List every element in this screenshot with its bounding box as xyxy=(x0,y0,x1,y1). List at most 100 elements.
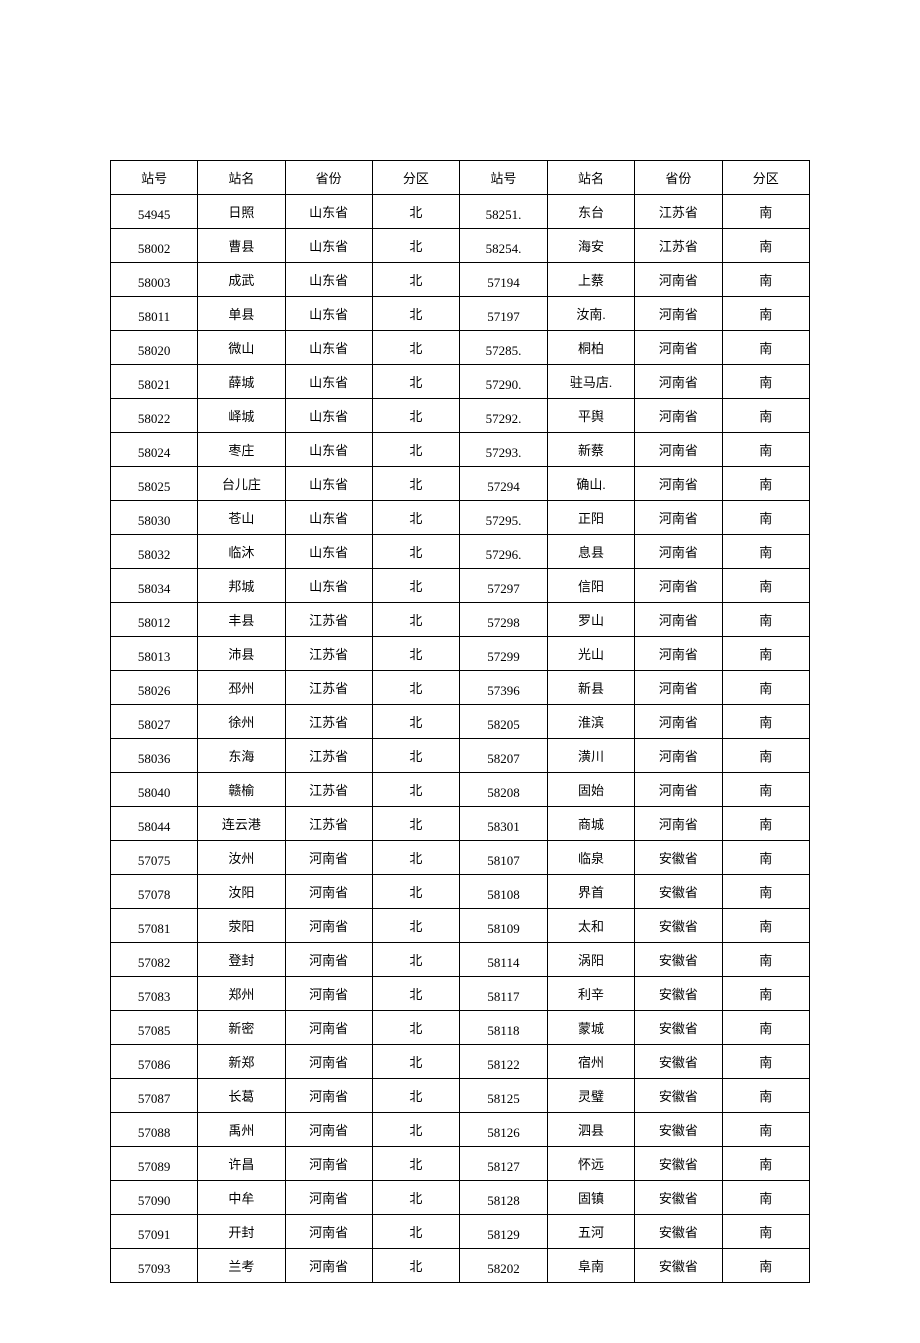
cell-province: 河南省 xyxy=(285,1181,372,1215)
cell-province: 江苏省 xyxy=(635,229,722,263)
table-row: 57194上蔡河南省南 xyxy=(460,263,810,297)
cell-zone: 南 xyxy=(722,229,809,263)
cell-station-id: 58128 xyxy=(460,1181,547,1215)
cell-station-name: 台儿庄 xyxy=(198,467,285,501)
cell-province: 河南省 xyxy=(635,297,722,331)
cell-province: 安徽省 xyxy=(635,943,722,977)
cell-station-name: 临泉 xyxy=(547,841,634,875)
cell-province: 河南省 xyxy=(635,331,722,365)
cell-zone: 南 xyxy=(722,1215,809,1249)
cell-station-name: 五河 xyxy=(547,1215,634,1249)
cell-station-id: 57296. xyxy=(460,535,547,569)
cell-station-id: 58040 xyxy=(111,773,198,807)
table-row: 58108界首安徽省南 xyxy=(460,875,810,909)
cell-station-id: 58012 xyxy=(111,603,198,637)
header-row-left: 站号 站名 省份 分区 xyxy=(111,161,460,195)
cell-province: 河南省 xyxy=(635,433,722,467)
cell-station-name: 潢川 xyxy=(547,739,634,773)
header-zone-right: 分区 xyxy=(722,161,809,195)
table-row: 57081荥阳河南省北 xyxy=(111,909,460,943)
table-row: 58126泗县安徽省南 xyxy=(460,1113,810,1147)
cell-province: 河南省 xyxy=(285,1113,372,1147)
cell-province: 河南省 xyxy=(635,535,722,569)
cell-station-name: 日照 xyxy=(198,195,285,229)
cell-station-id: 57081 xyxy=(111,909,198,943)
cell-station-id: 58024 xyxy=(111,433,198,467)
cell-station-id: 58202 xyxy=(460,1249,547,1283)
cell-province: 江苏省 xyxy=(285,773,372,807)
cell-province: 安徽省 xyxy=(635,841,722,875)
cell-station-id: 57290. xyxy=(460,365,547,399)
cell-zone: 南 xyxy=(722,841,809,875)
table-row: 57295.正阳河南省南 xyxy=(460,501,810,535)
cell-province: 山东省 xyxy=(285,365,372,399)
cell-station-id: 58044 xyxy=(111,807,198,841)
cell-province: 河南省 xyxy=(635,569,722,603)
cell-station-id: 57089 xyxy=(111,1147,198,1181)
cell-station-name: 汝州 xyxy=(198,841,285,875)
cell-zone: 南 xyxy=(722,433,809,467)
cell-zone: 南 xyxy=(722,569,809,603)
table-row: 57087长葛河南省北 xyxy=(111,1079,460,1113)
cell-zone: 南 xyxy=(722,399,809,433)
table-row: 57298罗山河南省南 xyxy=(460,603,810,637)
cell-station-id: 58301 xyxy=(460,807,547,841)
cell-province: 河南省 xyxy=(285,1045,372,1079)
cell-station-name: 平舆 xyxy=(547,399,634,433)
cell-zone: 南 xyxy=(722,331,809,365)
cell-zone: 北 xyxy=(372,739,459,773)
cell-zone: 北 xyxy=(372,331,459,365)
cell-zone: 北 xyxy=(372,637,459,671)
cell-zone: 北 xyxy=(372,569,459,603)
cell-station-id: 57396 xyxy=(460,671,547,705)
table-row: 57075汝州河南省北 xyxy=(111,841,460,875)
cell-zone: 北 xyxy=(372,671,459,705)
cell-zone: 北 xyxy=(372,297,459,331)
cell-province: 江苏省 xyxy=(285,705,372,739)
table-row: 58251.东台江苏省南 xyxy=(460,195,810,229)
cell-zone: 北 xyxy=(372,195,459,229)
header-zone-left: 分区 xyxy=(372,161,459,195)
cell-province: 河南省 xyxy=(285,909,372,943)
cell-zone: 北 xyxy=(372,229,459,263)
cell-station-name: 徐州 xyxy=(198,705,285,739)
cell-province: 河南省 xyxy=(635,467,722,501)
cell-station-id: 58208 xyxy=(460,773,547,807)
cell-station-id: 57091 xyxy=(111,1215,198,1249)
cell-zone: 南 xyxy=(722,671,809,705)
table-row: 57083郑州河南省北 xyxy=(111,977,460,1011)
cell-station-id: 58251. xyxy=(460,195,547,229)
cell-station-name: 薛城 xyxy=(198,365,285,399)
cell-station-name: 单县 xyxy=(198,297,285,331)
table-row: 58044连云港江苏省北 xyxy=(111,807,460,841)
table-row: 58002曹县山东省北 xyxy=(111,229,460,263)
cell-zone: 北 xyxy=(372,433,459,467)
table-row: 58027徐州江苏省北 xyxy=(111,705,460,739)
cell-station-id: 58025 xyxy=(111,467,198,501)
table-row: 58208固始河南省南 xyxy=(460,773,810,807)
table-row: 57088禹州河南省北 xyxy=(111,1113,460,1147)
cell-station-id: 54945 xyxy=(111,195,198,229)
cell-station-name: 上蔡 xyxy=(547,263,634,297)
table-row: 58022峄城山东省北 xyxy=(111,399,460,433)
cell-station-id: 57194 xyxy=(460,263,547,297)
cell-station-name: 曹县 xyxy=(198,229,285,263)
cell-station-name: 灵璧 xyxy=(547,1079,634,1113)
cell-zone: 南 xyxy=(722,1113,809,1147)
cell-province: 河南省 xyxy=(635,365,722,399)
header-station-id-right: 站号 xyxy=(460,161,547,195)
cell-station-id: 57088 xyxy=(111,1113,198,1147)
cell-station-id: 57299 xyxy=(460,637,547,671)
table-row: 58021薛城山东省北 xyxy=(111,365,460,399)
table-row: 58003成武山东省北 xyxy=(111,263,460,297)
cell-station-id: 58026 xyxy=(111,671,198,705)
cell-station-name: 新蔡 xyxy=(547,433,634,467)
table-row: 58107临泉安徽省南 xyxy=(460,841,810,875)
cell-province: 河南省 xyxy=(635,637,722,671)
cell-station-name: 新郑 xyxy=(198,1045,285,1079)
cell-zone: 南 xyxy=(722,1011,809,1045)
cell-zone: 南 xyxy=(722,467,809,501)
cell-station-name: 中牟 xyxy=(198,1181,285,1215)
cell-zone: 南 xyxy=(722,1249,809,1283)
cell-zone: 北 xyxy=(372,535,459,569)
